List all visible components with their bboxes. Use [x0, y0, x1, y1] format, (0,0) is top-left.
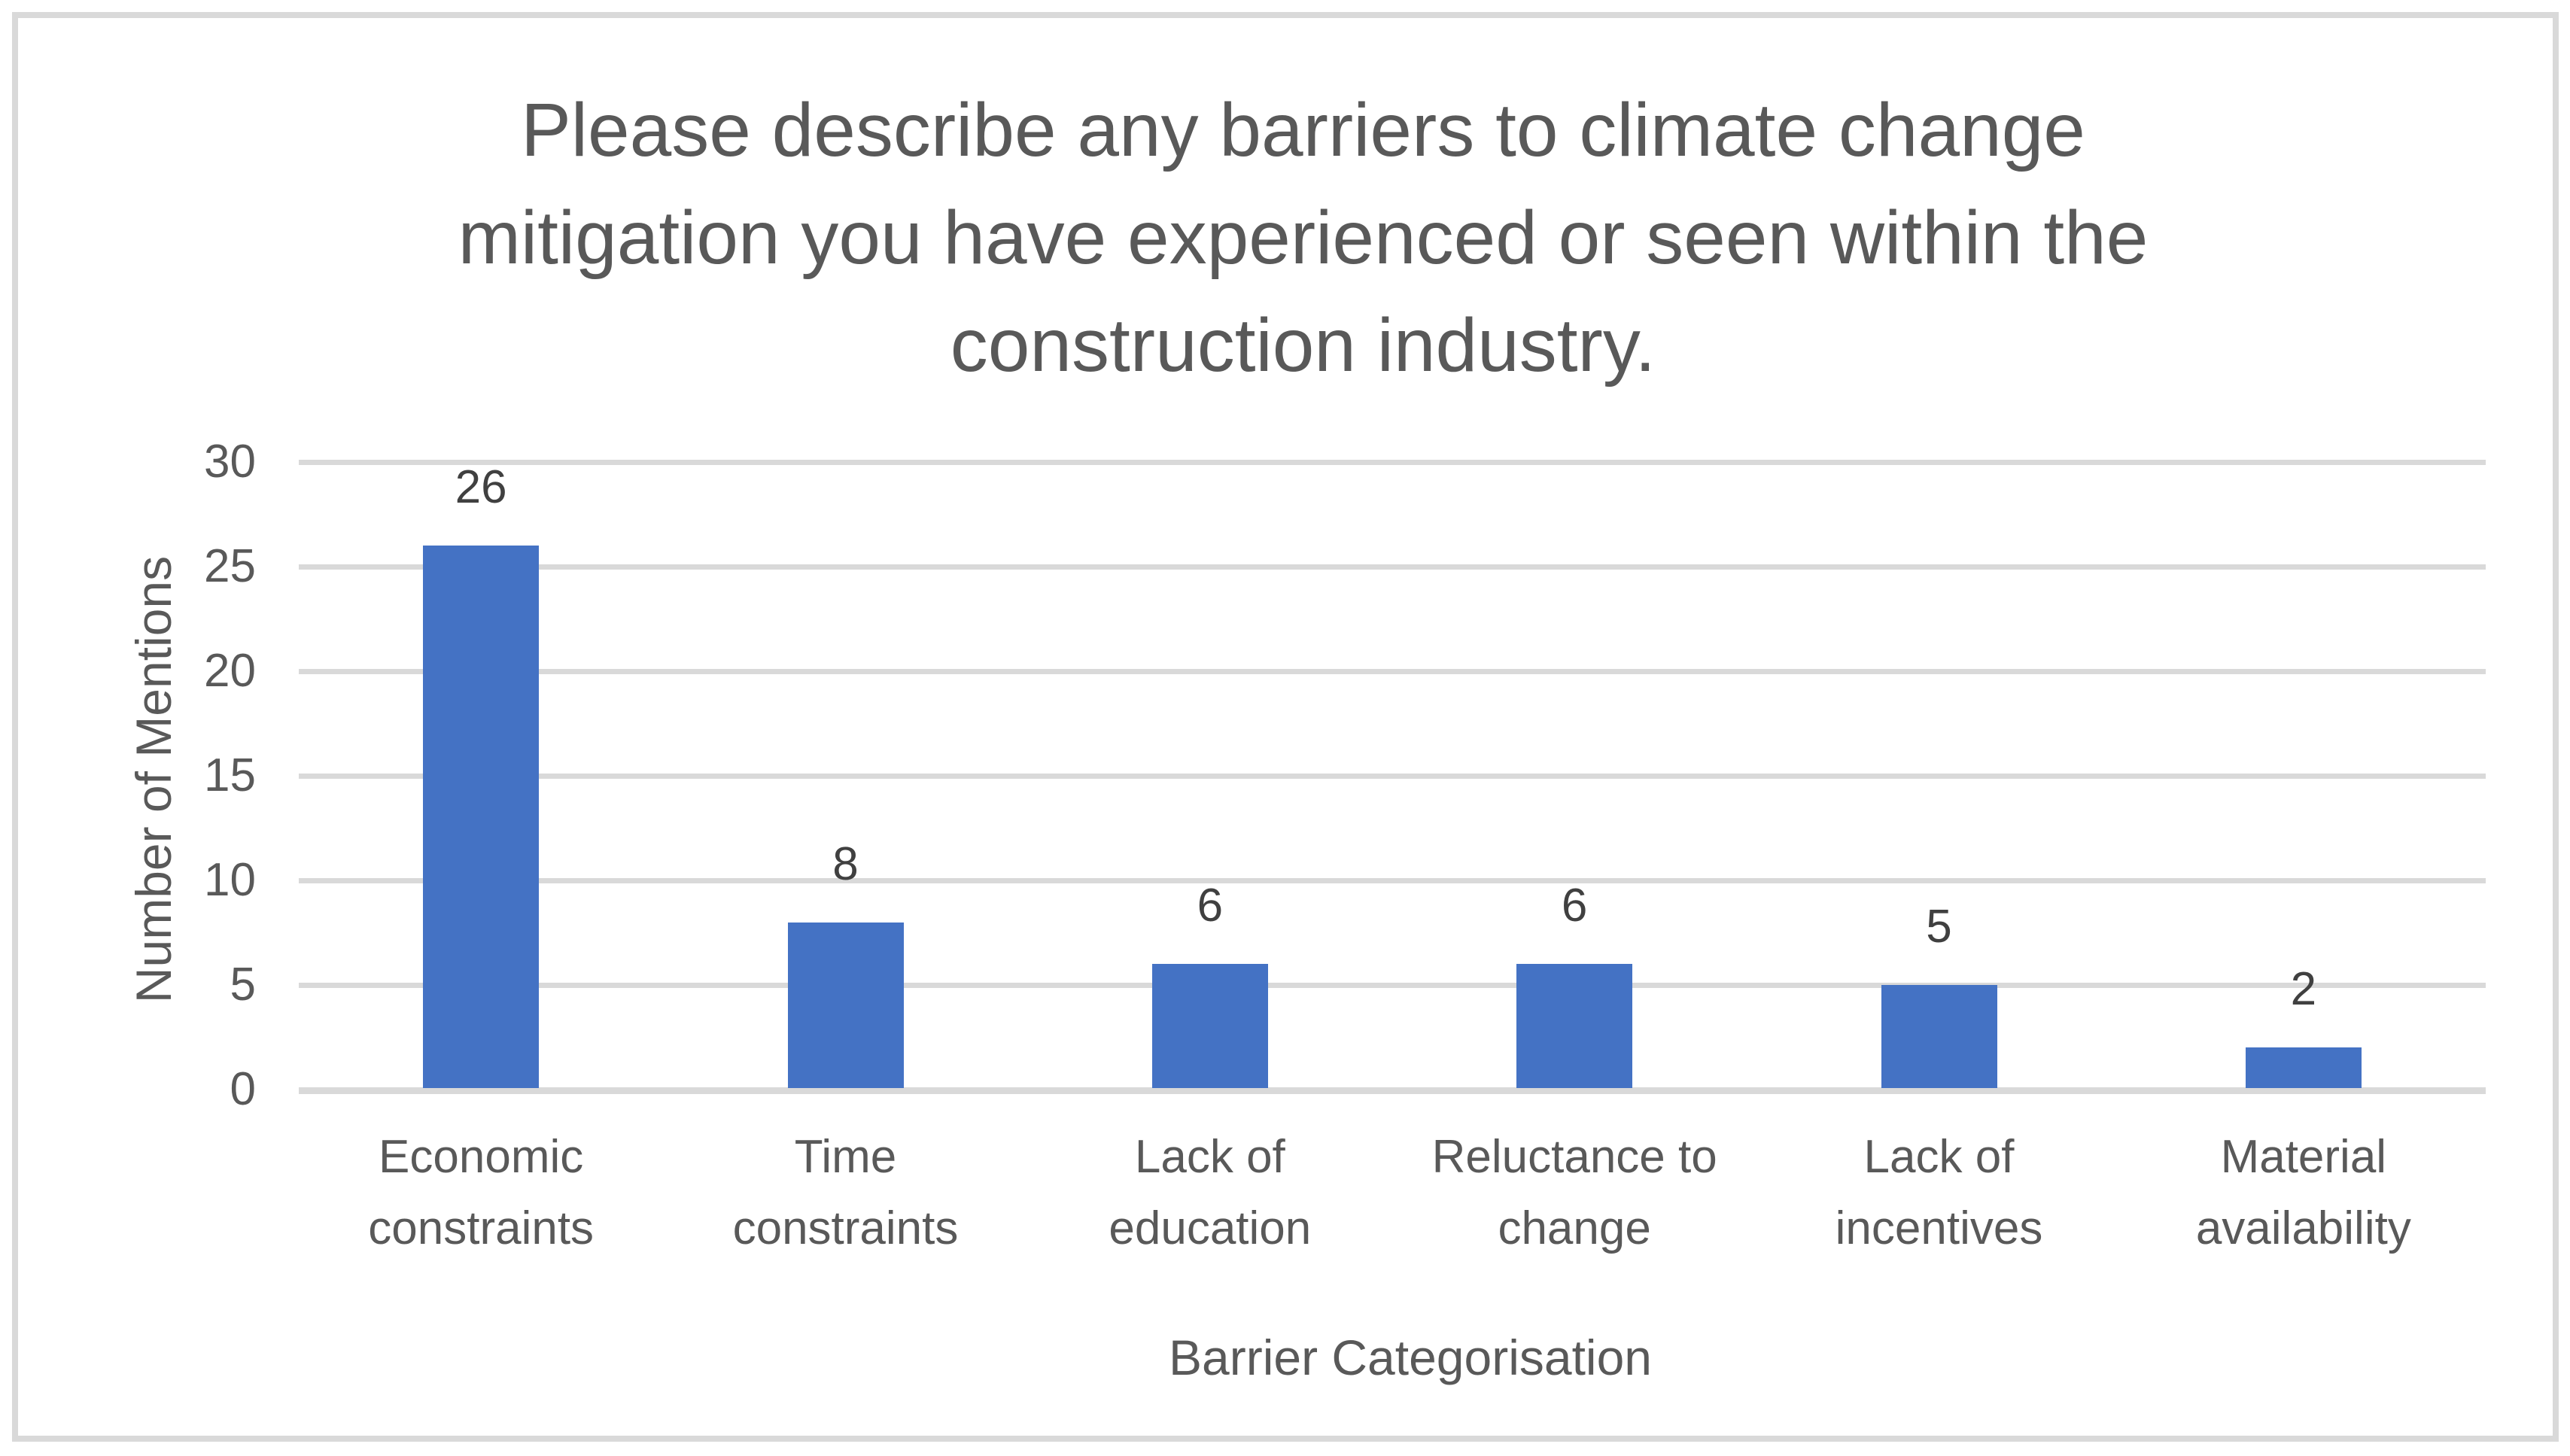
gridline-5 [299, 983, 2486, 988]
y-tick-label-5: 5 [230, 959, 256, 1011]
gridline-15 [299, 774, 2486, 779]
bar-reluctance-to-change[interactable] [1516, 964, 1633, 1088]
bar-time-constraints[interactable] [787, 922, 904, 1088]
category-label-lack-of-incentives: Lack of incentives [1835, 1131, 2043, 1254]
chart-title-line-1: Please describe any barriers to climate … [521, 88, 2085, 172]
chart-title-line-3: construction industry. [950, 303, 1656, 388]
bar-material-availability[interactable] [2245, 1047, 2362, 1088]
chart-title: Please describe any barriers to climate … [18, 77, 2570, 400]
bar-economic-constraints[interactable] [423, 546, 540, 1088]
chart-frame[interactable]: Please describe any barriers to climate … [12, 12, 2559, 1442]
chart-title-line-2: mitigation you have experienced or seen … [458, 196, 2149, 280]
bar-lack-of-education[interactable] [1151, 964, 1268, 1088]
x-axis-title: Barrier Categorisation [1169, 1330, 1652, 1385]
y-tick-label-0: 0 [230, 1063, 256, 1115]
gridline-20 [299, 669, 2486, 674]
y-tick-label-15: 15 [204, 749, 256, 801]
data-label-material-availability: 2 [2290, 963, 2317, 1016]
gridline-30 [299, 460, 2486, 465]
gridline-25 [299, 564, 2486, 570]
category-label-economic-constraints: Economic constraints [368, 1131, 595, 1254]
category-label-reluctance-to-change: Reluctance to change [1431, 1131, 1717, 1254]
y-tick-label-30: 30 [204, 436, 256, 488]
data-label-lack-of-education: 6 [1197, 880, 1224, 932]
data-label-time-constraints: 8 [832, 837, 859, 890]
category-label-material-availability: Material availability [2195, 1131, 2411, 1254]
category-label-time-constraints: Time constraints [732, 1131, 959, 1254]
gridline-10 [299, 878, 2486, 883]
data-label-economic-constraints: 26 [455, 461, 507, 514]
data-label-lack-of-incentives: 5 [1926, 901, 1952, 953]
category-label-lack-of-education: Lack of education [1109, 1131, 1312, 1254]
bar-lack-of-incentives[interactable] [1881, 985, 1997, 1088]
y-tick-label-25: 25 [204, 540, 256, 592]
y-tick-label-10: 10 [204, 854, 256, 906]
y-tick-label-20: 20 [204, 645, 256, 697]
x-axis-line [299, 1087, 2486, 1094]
data-label-reluctance-to-change: 6 [1561, 880, 1588, 932]
